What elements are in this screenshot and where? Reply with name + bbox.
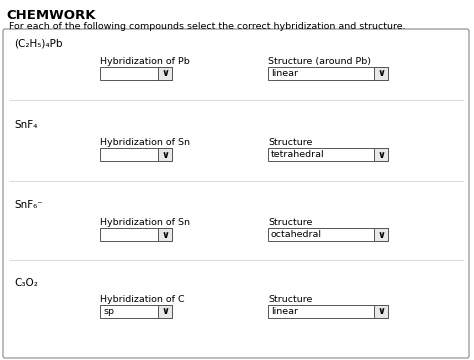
Text: Structure: Structure [268, 218, 312, 227]
Text: C₃O₂: C₃O₂ [14, 278, 38, 288]
Bar [158, 67, 172, 80]
Text: Hybridization of Pb: Hybridization of Pb [100, 57, 190, 66]
Text: ∨: ∨ [161, 230, 169, 239]
Text: (C₂H₅)₄Pb: (C₂H₅)₄Pb [14, 39, 63, 49]
Text: ∨: ∨ [377, 68, 385, 78]
Bar [268, 148, 388, 161]
FancyBboxPatch shape [3, 29, 469, 358]
Text: octahedral: octahedral [271, 230, 322, 239]
Text: Structure: Structure [268, 295, 312, 304]
Text: ∨: ∨ [377, 306, 385, 316]
Text: sp: sp [103, 307, 114, 316]
Bar [100, 67, 172, 80]
Text: Hybridization of Sn: Hybridization of Sn [100, 218, 190, 227]
Text: CHEMWORK: CHEMWORK [6, 9, 95, 22]
Bar [374, 67, 388, 80]
Text: linear: linear [271, 69, 298, 78]
Bar [374, 305, 388, 318]
Bar [268, 305, 388, 318]
Bar [158, 305, 172, 318]
Text: ∨: ∨ [161, 68, 169, 78]
Bar [100, 305, 172, 318]
Bar [268, 228, 388, 241]
Text: SnF₆⁻: SnF₆⁻ [14, 200, 43, 210]
Text: Structure: Structure [268, 138, 312, 147]
Text: linear: linear [271, 307, 298, 316]
Bar [374, 148, 388, 161]
Text: Structure (around Pb): Structure (around Pb) [268, 57, 371, 66]
Text: Hybridization of C: Hybridization of C [100, 295, 185, 304]
Text: ∨: ∨ [161, 149, 169, 159]
Text: tetrahedral: tetrahedral [271, 150, 325, 159]
Bar [374, 228, 388, 241]
Text: ∨: ∨ [377, 149, 385, 159]
Bar [100, 148, 172, 161]
Text: ∨: ∨ [161, 306, 169, 316]
Text: ∨: ∨ [377, 230, 385, 239]
Bar [158, 228, 172, 241]
Bar [100, 228, 172, 241]
Text: Hybridization of Sn: Hybridization of Sn [100, 138, 190, 147]
Text: For each of the following compounds select the correct hybridization and structu: For each of the following compounds sele… [9, 22, 406, 31]
Text: SnF₄: SnF₄ [14, 120, 37, 130]
Bar [268, 67, 388, 80]
Bar [158, 148, 172, 161]
